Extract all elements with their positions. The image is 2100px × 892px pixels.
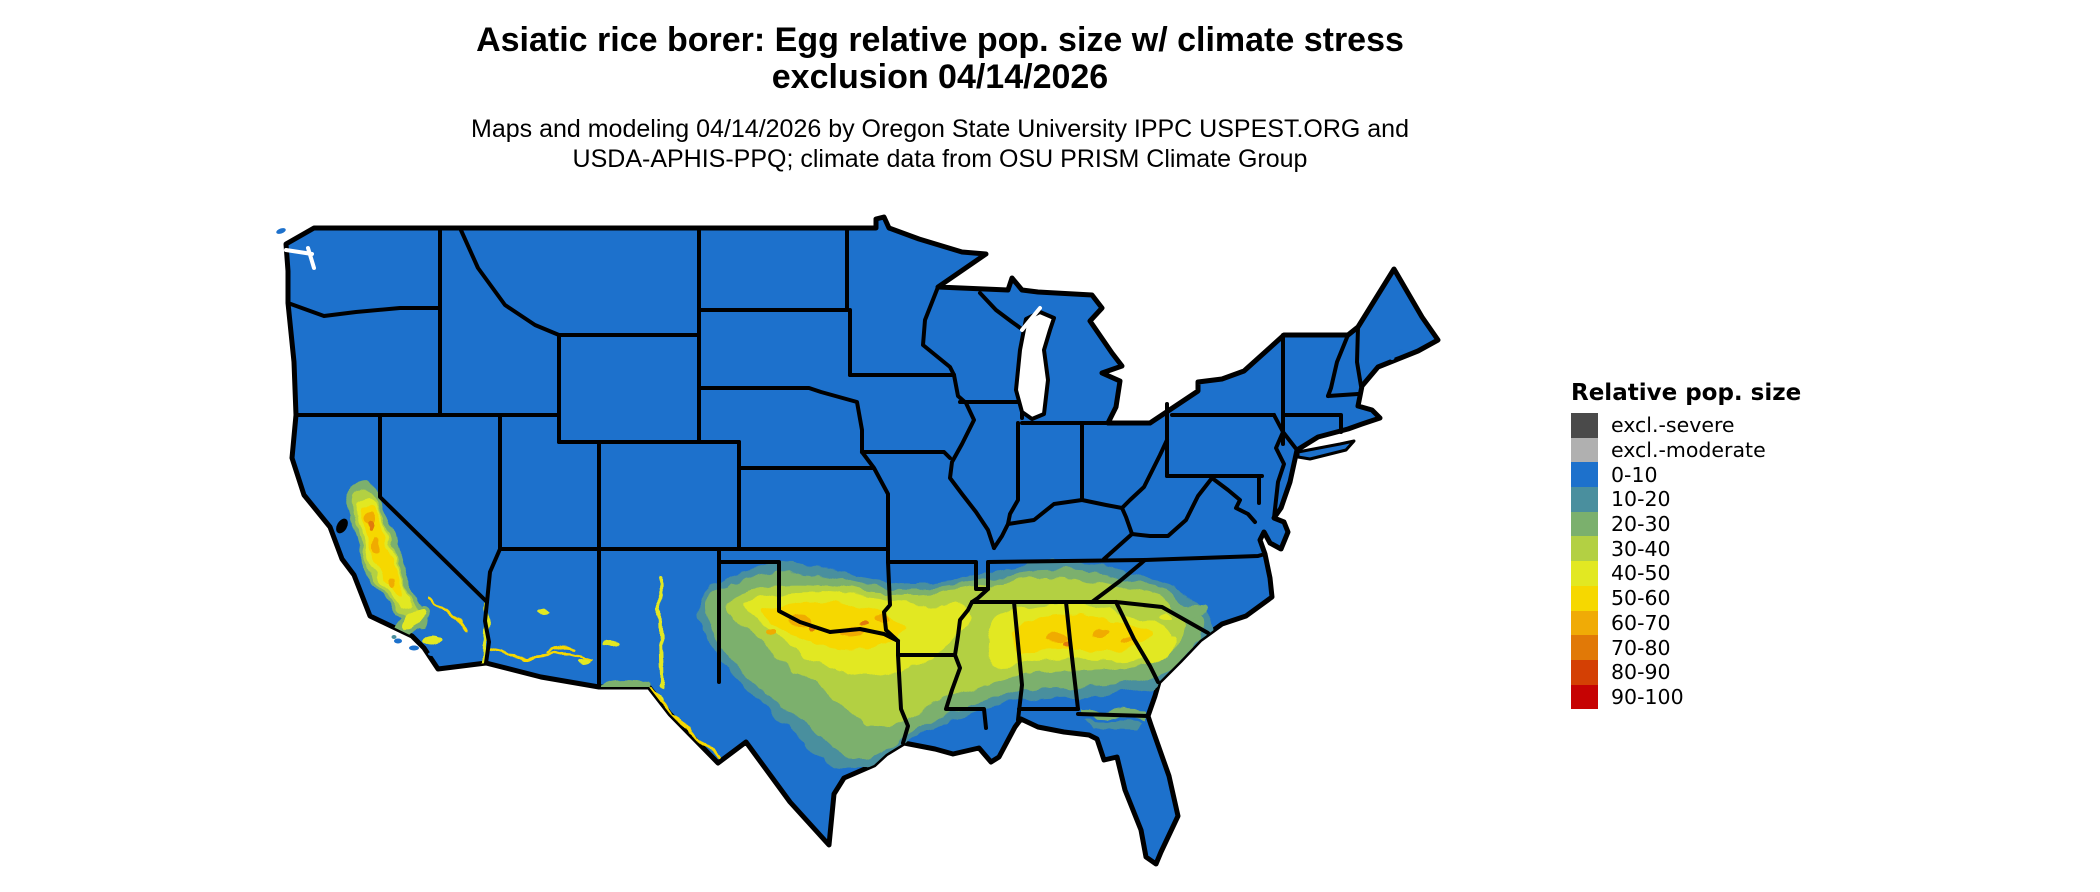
legend-swatch-50-60 [1571, 585, 1598, 611]
legend-swatch-80-90 [1571, 659, 1598, 685]
legend-label: 0-10 [1611, 462, 1658, 487]
state-borders [286, 226, 1363, 745]
legend-item: 60-70 [1571, 610, 1801, 636]
risk-gold-west-core [760, 601, 905, 651]
legend-swatch-10-20 [1571, 487, 1598, 512]
legend-item: 0-10 [1571, 462, 1801, 488]
legend-swatch-70-80 [1571, 635, 1598, 660]
legend-label: 60-70 [1611, 610, 1671, 635]
legend-item: 40-50 [1571, 561, 1801, 586]
legend-swatch-30-40 [1571, 536, 1598, 562]
san-francisco-bay [336, 518, 348, 534]
legend-swatch-excl-severe [1571, 413, 1598, 438]
legend-label: 20-30 [1611, 512, 1671, 537]
legend-label: excl.-moderate [1611, 438, 1766, 463]
map-subtitle-line1: Maps and modeling 04/14/2026 by Oregon S… [471, 115, 1409, 143]
legend-label: excl.-severe [1611, 413, 1735, 438]
legend-item: excl.-severe [1571, 413, 1801, 438]
legend-item: 30-40 [1571, 536, 1801, 562]
coastal-islands [276, 228, 1404, 656]
legend-swatch-0-10 [1571, 462, 1598, 488]
legend-label: 80-90 [1611, 660, 1671, 685]
legend-swatch-60-70 [1571, 610, 1598, 636]
green-bay [1020, 306, 1042, 332]
legend-title: Relative pop. size [1571, 380, 1802, 406]
risk-teal-florida-top [1084, 720, 1144, 730]
puget-sound [284, 246, 316, 270]
legend-swatch-20-30 [1571, 511, 1598, 537]
map-title-line2: exclusion 04/14/2026 [771, 58, 1109, 96]
legend-label: 90-100 [1611, 684, 1684, 709]
legend-item: excl.-moderate [1571, 437, 1801, 463]
legend-item: 10-20 [1571, 487, 1801, 512]
legend-label: 10-20 [1611, 487, 1671, 512]
legend: Relative pop. size excl.-severe excl.-mo… [1571, 380, 1802, 710]
risk-river-streaks [428, 576, 722, 762]
legend-swatch-90-100 [1571, 684, 1598, 710]
map-subtitle-line2: USDA-APHIS-PPQ; climate data from OSU PR… [572, 145, 1308, 173]
legend-label: 50-60 [1611, 586, 1671, 611]
legend-item: 90-100 [1571, 684, 1801, 710]
legend-label: 40-50 [1611, 561, 1671, 586]
conus-outline [286, 217, 1438, 864]
long-island [1296, 439, 1356, 461]
legend-item: 20-30 [1571, 511, 1801, 537]
risk-florida-keys [1144, 862, 1152, 864]
legend-label: 30-40 [1611, 536, 1671, 561]
figure-header: Asiatic rice borer: Egg relative pop. si… [0, 0, 1880, 174]
legend-swatch-excl-moderate [1571, 437, 1598, 463]
legend-item: 70-80 [1571, 635, 1801, 660]
legend-item: 80-90 [1571, 659, 1801, 685]
legend-label: 70-80 [1611, 635, 1671, 660]
legend-swatch-40-50 [1571, 561, 1598, 586]
map-title-line1: Asiatic rice borer: Egg relative pop. si… [476, 21, 1404, 59]
legend-item: 50-60 [1571, 585, 1801, 611]
risk-gold-east-core [1012, 616, 1149, 654]
lake-michigan [1014, 310, 1056, 421]
